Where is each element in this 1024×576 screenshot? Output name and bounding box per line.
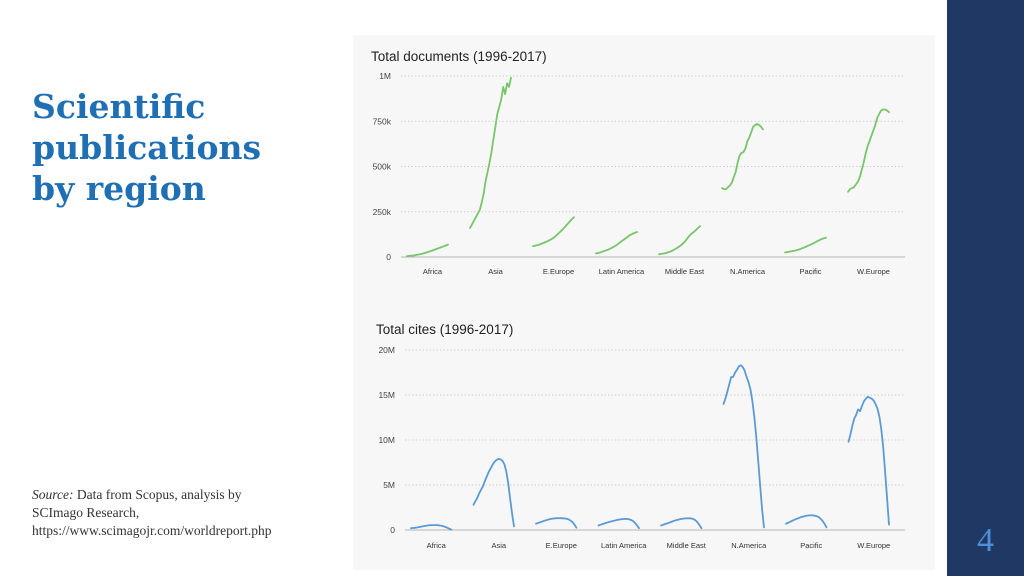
side-accent-bar	[947, 0, 1024, 576]
docs-category-label-1: Asia	[488, 267, 503, 276]
cites-category-label-4: Middle East	[667, 541, 707, 550]
source-text: Data from Scopus, analysis by	[76, 487, 242, 502]
docs-category-label-4: Middle East	[665, 267, 705, 276]
cites-series-line-2	[535, 517, 578, 529]
docs-category-label-0: Africa	[423, 267, 443, 276]
docs-ytick-label-2: 500k	[373, 162, 392, 172]
docs-category-label-5: N.America	[730, 267, 766, 276]
docs-series-line-2	[532, 216, 575, 248]
cites-category-label-7: W.Europe	[857, 541, 890, 550]
docs-category-label-6: Pacific	[799, 267, 821, 276]
cites-category-label-5: N.America	[731, 541, 767, 550]
slide-title-line-1: Scientific	[32, 87, 206, 126]
cites-chart-title: Total cites (1996-2017)	[376, 322, 513, 337]
cites-ytick-label-1: 5M	[383, 480, 395, 490]
charts-svg: Total documents (1996-2017) 0 250k 500k 750k…	[371, 49, 905, 550]
cites-category-label-2: E.Europe	[546, 541, 577, 550]
source-label: Source:	[32, 487, 74, 502]
cites-ytick-label-0: 0	[390, 525, 395, 535]
slide-title: Scientific publications by region	[32, 86, 332, 209]
cites-category-label-0: Africa	[427, 541, 447, 550]
cites-ytick-label-2: 10M	[378, 435, 395, 445]
source-url: https://www.scimagojr.com/worldreport.ph…	[32, 523, 272, 538]
docs-chart-title: Total documents (1996-2017)	[371, 49, 547, 64]
page-number: 4	[977, 522, 994, 559]
docs-ytick-label-0: 0	[386, 252, 391, 262]
cites-series-line-3	[597, 517, 640, 530]
docs-series-line-4	[658, 225, 701, 256]
cites-series-line-5	[722, 364, 765, 529]
docs-series-line-1	[469, 76, 512, 229]
docs-ytick-label-3: 750k	[373, 116, 392, 126]
docs-ytick-label-4: 1M	[379, 71, 391, 81]
cites-ytick-label-4: 20M	[378, 345, 395, 355]
cites-series-line-7	[847, 395, 890, 526]
docs-category-label-7: W.Europe	[857, 267, 890, 276]
slide-title-line-2: publications	[32, 128, 262, 167]
cites-category-label-6: Pacific	[800, 541, 822, 550]
docs-series-line-3	[595, 231, 638, 255]
cites-ytick-label-3: 15M	[378, 390, 395, 400]
docs-ytick-label-1: 250k	[373, 207, 392, 217]
docs-category-label-2: E.Europe	[543, 267, 574, 276]
cites-series-line-1	[472, 457, 515, 528]
chart-panel: Total documents (1996-2017) 0 250k 500k 750k…	[353, 35, 935, 570]
cites-category-label-3: Latin America	[601, 541, 647, 550]
slide-title-line-3: by region	[32, 169, 206, 208]
docs-category-label-3: Latin America	[599, 267, 645, 276]
docs-series-line-6	[784, 236, 827, 254]
docs-series-line-0	[406, 243, 449, 258]
source-line-2: SCImago Research,	[32, 505, 140, 520]
source-note: Source: Data from Scopus, analysis by SC…	[32, 486, 352, 540]
docs-series-line-7	[847, 108, 890, 193]
cites-series-line-0	[410, 524, 453, 531]
docs-series-line-5	[721, 123, 764, 191]
cites-category-label-1: Asia	[491, 541, 506, 550]
cites-series-line-6	[785, 514, 828, 529]
cites-series-line-4	[660, 517, 703, 530]
